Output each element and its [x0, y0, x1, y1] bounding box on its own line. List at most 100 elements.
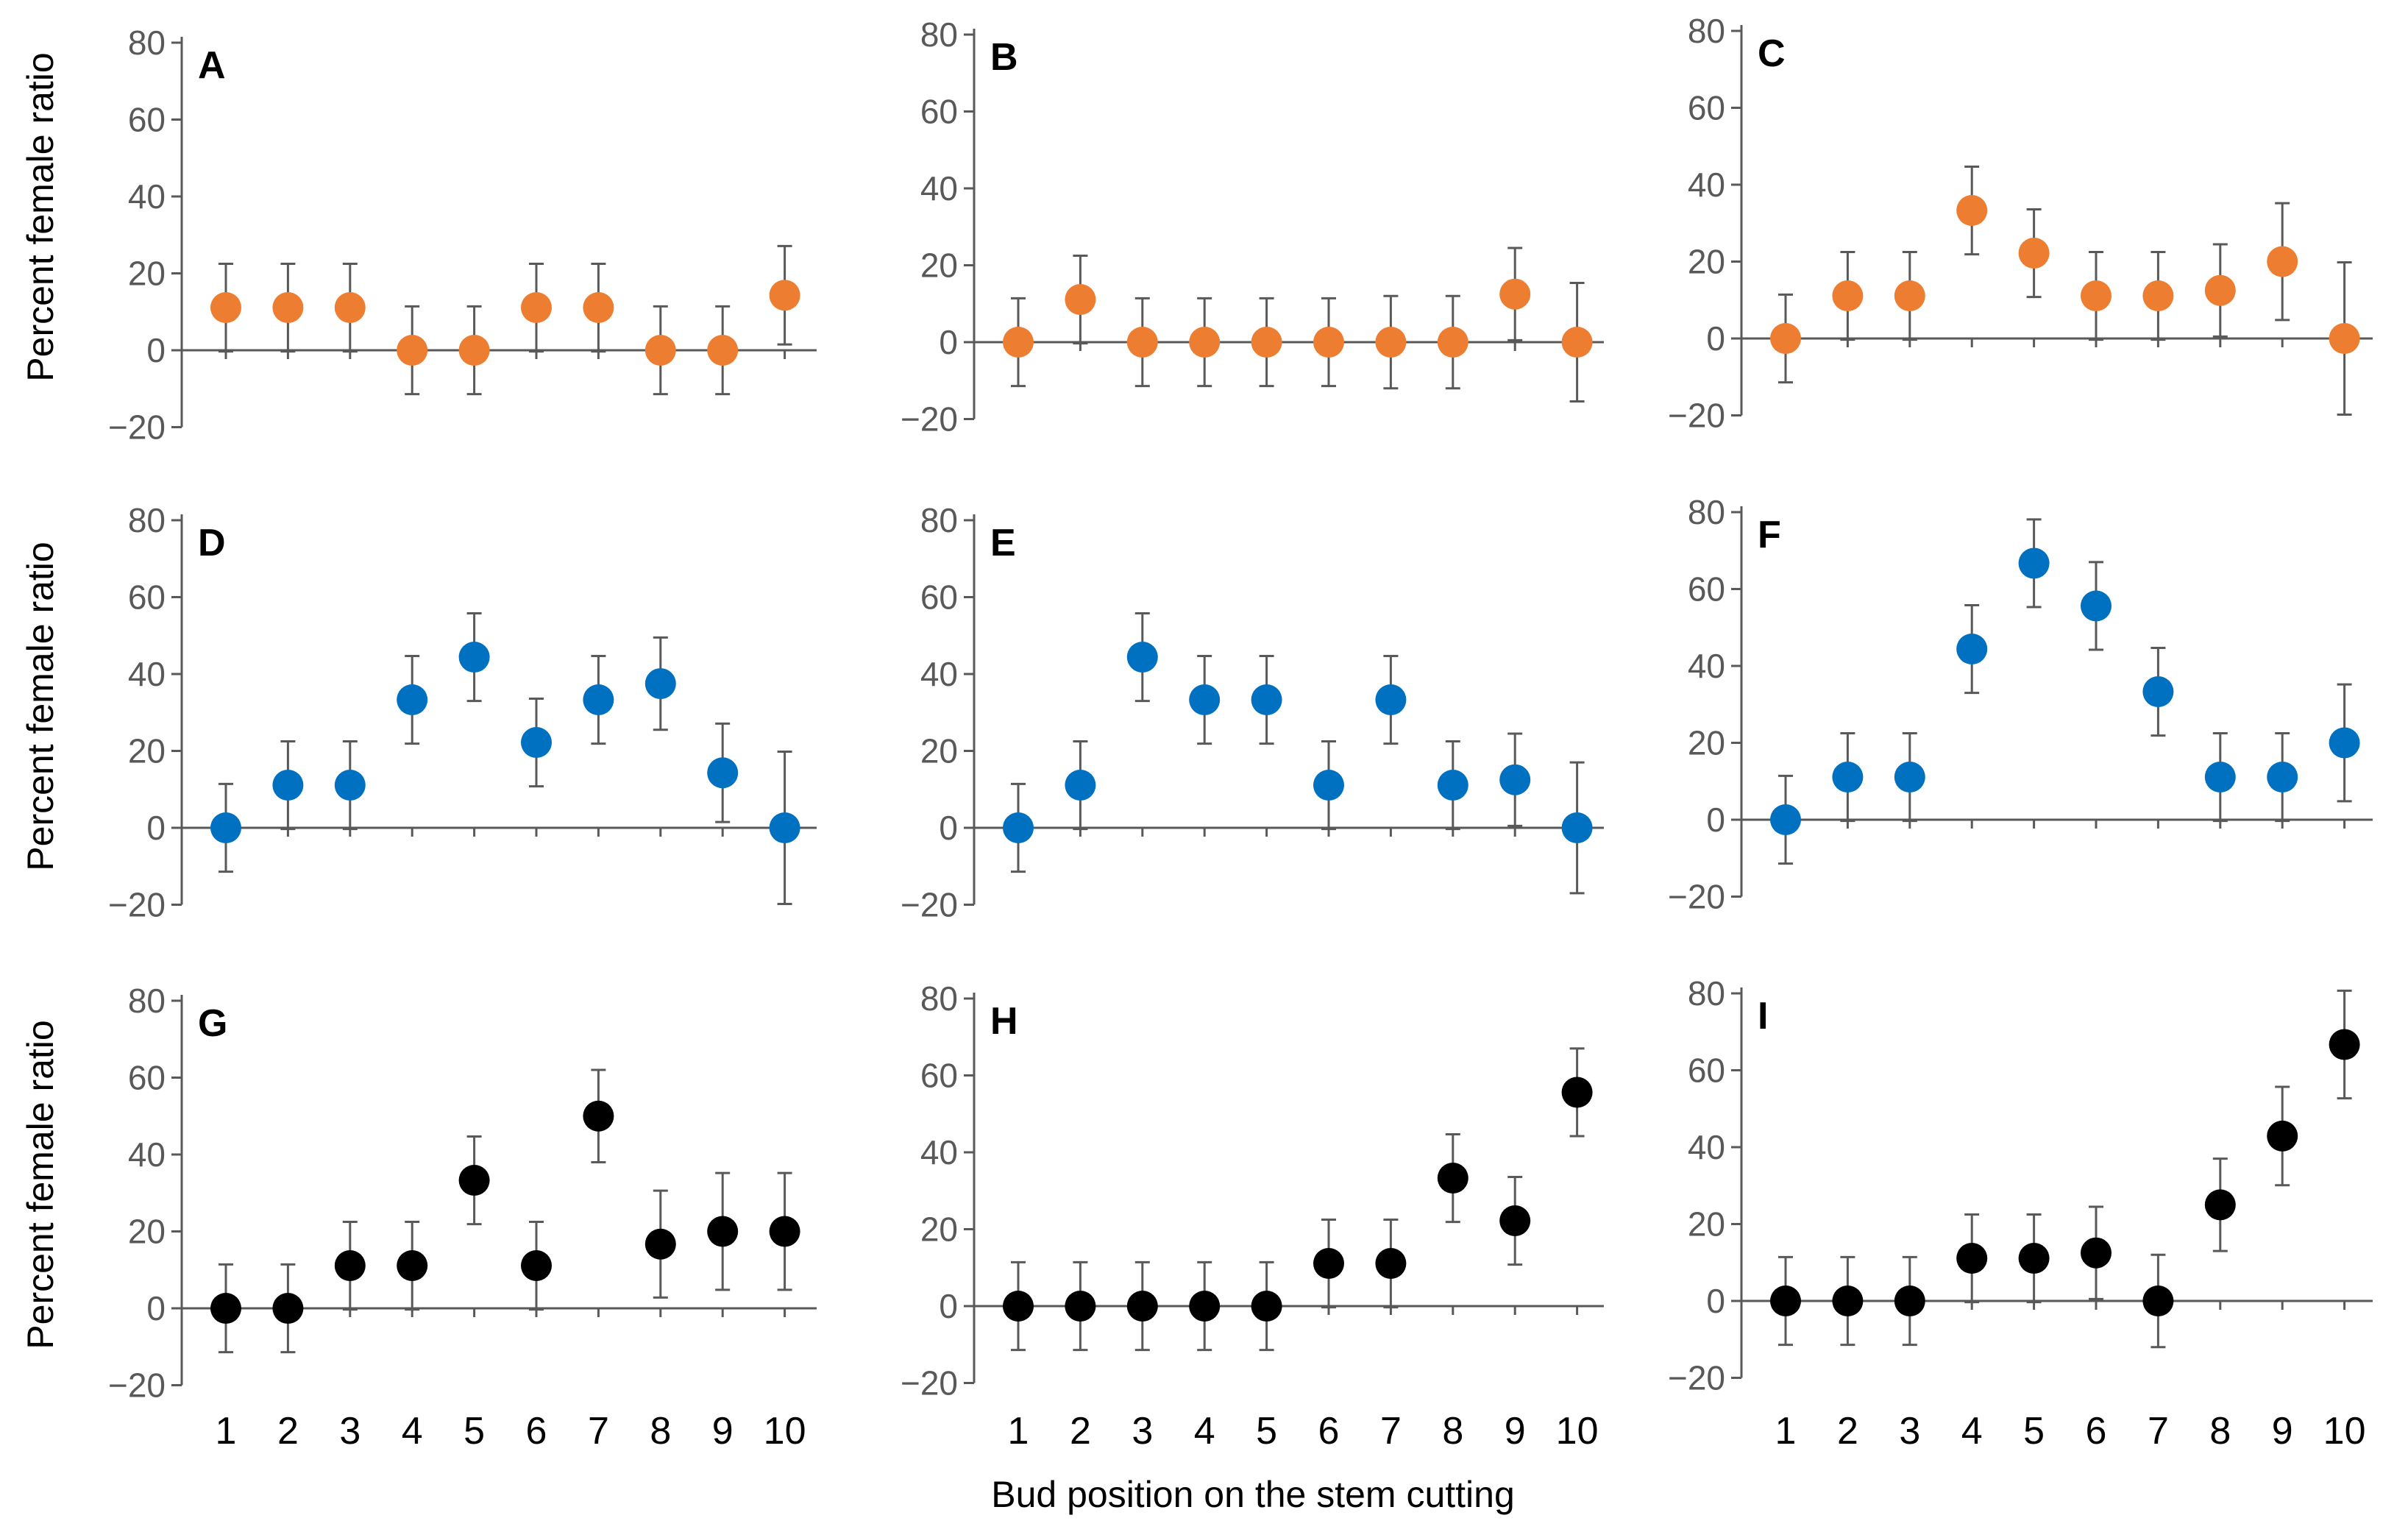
x-tick-label: 7: [2148, 1410, 2169, 1453]
y-tick-label: 20: [1688, 724, 1725, 762]
y-tick-label: 0: [939, 809, 958, 847]
data-point: [1438, 1163, 1468, 1194]
x-tick-label: 3: [339, 1410, 361, 1453]
x-tick-label: 8: [1442, 1410, 1463, 1453]
data-point: [459, 335, 490, 366]
data-point: [2267, 247, 2298, 277]
data-point: [1003, 1291, 1034, 1322]
data-point: [2329, 323, 2360, 354]
data-point: [2205, 275, 2236, 306]
y-tick-label: 20: [920, 732, 958, 770]
data-point: [1189, 327, 1220, 358]
data-point: [2019, 547, 2050, 578]
data-point: [1832, 762, 1863, 792]
y-tick-label: 60: [920, 578, 958, 617]
data-point: [2267, 762, 2298, 792]
data-point: [459, 1165, 490, 1196]
y-tick-label: 0: [146, 331, 166, 369]
data-point: [1438, 327, 1468, 358]
data-point: [1562, 1077, 1593, 1107]
x-tick-label: 1: [1008, 1410, 1029, 1453]
x-tick-label: 8: [650, 1410, 671, 1453]
y-tick-label: 80: [920, 979, 958, 1018]
x-tick-label: 10: [1556, 1410, 1599, 1453]
data-point: [1770, 804, 1801, 835]
x-tick-label: 4: [402, 1410, 423, 1453]
x-tick-label: 1: [216, 1410, 237, 1453]
data-point: [1894, 280, 1925, 311]
data-point: [1313, 770, 1344, 801]
data-point: [770, 812, 800, 843]
panel-label-c: C: [1758, 32, 1786, 75]
x-tick-label: 7: [588, 1410, 609, 1453]
data-point: [1127, 327, 1158, 358]
y-tick-label: 20: [128, 732, 166, 770]
panel-g: 80 60 40 20 0 −20 G 1 2 3 4 5 6 7 8 9 10: [108, 982, 817, 1453]
panel-label-f: F: [1758, 514, 1781, 556]
y-tick-label: 60: [128, 1059, 166, 1097]
panel-c: 80 60 40 20 0 −20 C: [1668, 12, 2373, 435]
x-tick-label: 4: [1194, 1410, 1215, 1453]
y-axis-title-row-1: Percent female ratio: [20, 52, 61, 381]
y-tick-label: −20: [108, 886, 166, 924]
panel-label-b: B: [990, 36, 1018, 79]
data-point: [335, 292, 366, 323]
data-point: [521, 1250, 552, 1281]
data-point: [1375, 327, 1406, 358]
data-point: [1375, 1248, 1406, 1279]
y-tick-label: 0: [1706, 1282, 1725, 1320]
y-tick-label: 40: [1688, 647, 1725, 685]
y-tick-label: 80: [128, 982, 166, 1020]
y-tick-label: 0: [146, 809, 166, 847]
panel-label-e: E: [990, 522, 1016, 564]
x-tick-label: 5: [2023, 1410, 2045, 1453]
data-point: [1003, 812, 1034, 843]
y-tick-label: 40: [1688, 166, 1725, 204]
data-point: [583, 684, 614, 715]
data-point: [1956, 634, 1987, 664]
data-point: [583, 1101, 614, 1132]
data-point: [210, 292, 241, 323]
y-tick-label: 0: [146, 1289, 166, 1327]
data-point: [335, 770, 366, 801]
x-tick-label: 9: [712, 1410, 734, 1453]
data-point: [2329, 728, 2360, 759]
data-point: [2142, 1285, 2173, 1316]
data-point: [1832, 280, 1863, 311]
panel-b: 80 60 40 20 0 −20 B: [901, 15, 1604, 439]
y-tick-label: 80: [128, 501, 166, 539]
data-point: [1251, 327, 1282, 358]
x-tick-label: 2: [277, 1410, 299, 1453]
data-point: [2267, 1121, 2298, 1152]
x-axis-title: Bud position on the stem cutting: [991, 1474, 1515, 1515]
y-tick-label: 20: [1688, 1205, 1725, 1244]
y-tick-label: 60: [128, 578, 166, 617]
data-point: [645, 1229, 676, 1260]
data-point: [1956, 195, 1987, 226]
x-tick-label: 10: [2323, 1410, 2366, 1453]
y-tick-label: 40: [920, 169, 958, 208]
data-point: [770, 280, 800, 311]
data-point: [459, 642, 490, 673]
y-tick-label: 80: [920, 15, 958, 54]
data-point: [2081, 590, 2112, 621]
y-tick-label: 0: [939, 323, 958, 361]
data-point: [397, 335, 427, 366]
y-tick-label: 40: [128, 1135, 166, 1174]
x-tick-label: 2: [1070, 1410, 1091, 1453]
data-point: [272, 292, 303, 323]
panel-label-a: A: [198, 44, 226, 87]
data-point: [1065, 1291, 1095, 1322]
x-tick-label: 2: [1837, 1410, 1858, 1453]
data-point: [1499, 279, 1530, 310]
y-tick-label: 60: [1688, 1052, 1725, 1090]
data-point: [210, 1293, 241, 1324]
x-tick-label: 3: [1132, 1410, 1153, 1453]
y-tick-label: −20: [901, 886, 958, 924]
data-point: [1375, 684, 1406, 715]
x-tick-label: 7: [1380, 1410, 1402, 1453]
data-point: [1313, 327, 1344, 358]
x-tick-label: 8: [2209, 1410, 2231, 1453]
data-point: [521, 727, 552, 758]
y-tick-label: −20: [1668, 1359, 1725, 1397]
